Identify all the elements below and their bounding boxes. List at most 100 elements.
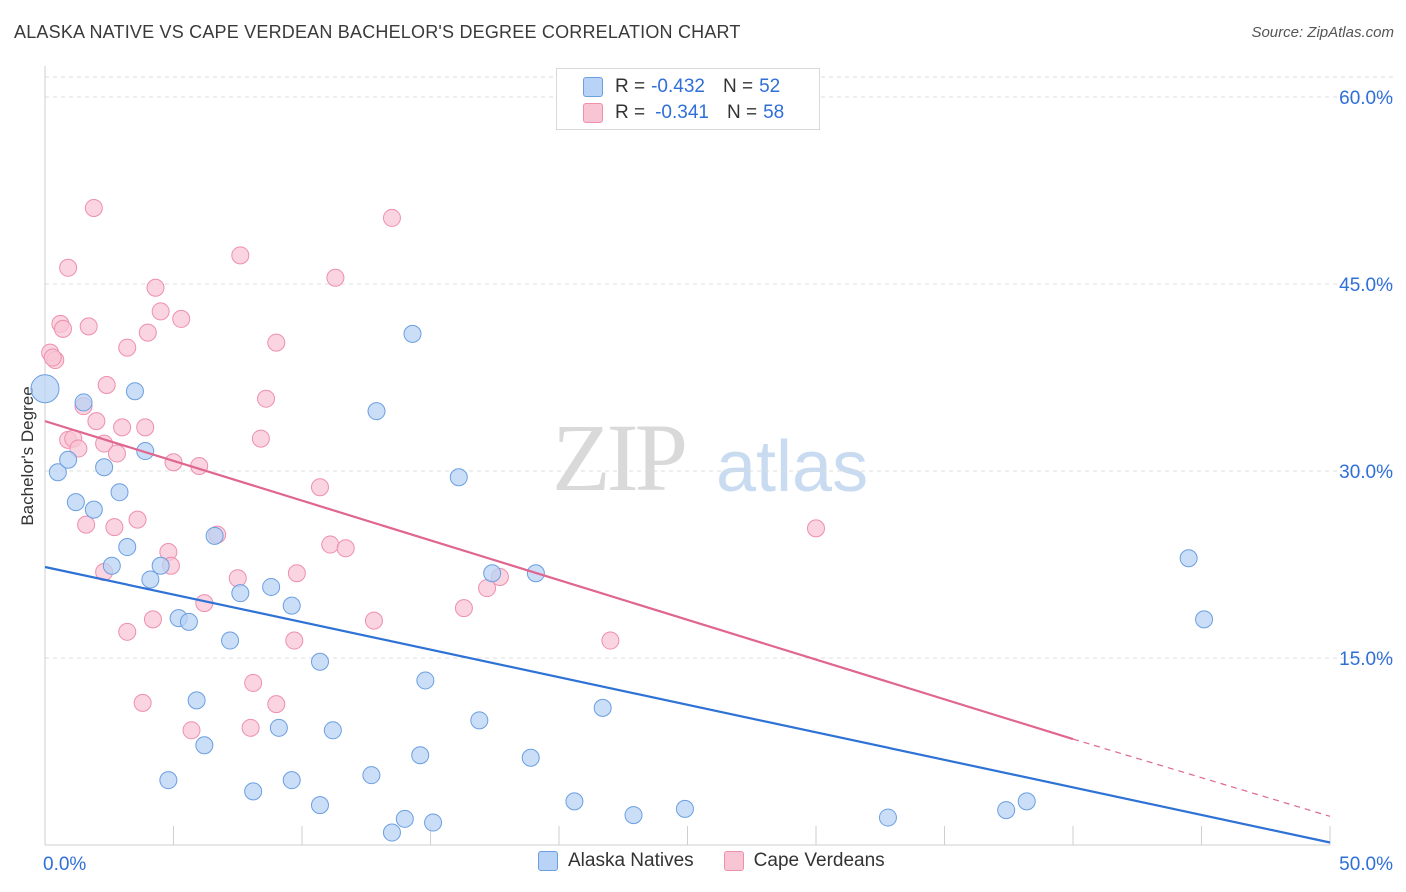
capeverdean-point: [364, 611, 383, 630]
r-value: -0.432: [651, 76, 705, 97]
y-tick-label: 30.0%: [1339, 462, 1393, 483]
capeverdean-point: [382, 208, 401, 227]
capeverdean-point: [53, 319, 72, 338]
capeverdean-swatch: [723, 851, 744, 871]
alaska-point: [395, 809, 414, 828]
alaska-point: [310, 652, 329, 671]
watermark-atlas: atlas: [716, 427, 869, 507]
capeverdean-point: [164, 453, 183, 472]
x-tick-label: 50.0%: [1339, 854, 1393, 875]
capeverdean-point: [136, 418, 155, 437]
x-tick-label: 0.0%: [43, 854, 86, 875]
alaska-point: [675, 799, 694, 818]
alaska-point: [84, 500, 103, 519]
watermark-zip: ZIP: [552, 404, 688, 511]
alaska-point: [282, 596, 301, 615]
alaska-point: [593, 698, 612, 717]
n-value: 58: [763, 102, 785, 123]
alaska-point: [195, 736, 214, 755]
y-tick-label: 15.0%: [1339, 649, 1393, 670]
capeverdean-point: [321, 535, 340, 554]
capeverdean-point: [97, 375, 116, 394]
capeverdean-point: [77, 515, 96, 534]
capeverdean-point: [241, 718, 260, 737]
alaska-point: [997, 801, 1016, 820]
alaska-swatch: [583, 77, 603, 97]
capeverdean-point: [87, 412, 106, 431]
alaska-point: [483, 564, 502, 583]
capeverdean-point: [478, 579, 497, 598]
y-tick-label: 60.0%: [1339, 88, 1393, 109]
alaska-point: [244, 782, 263, 801]
alaska-point: [424, 813, 443, 832]
alaska-point: [470, 711, 489, 730]
capeverdean-point: [133, 693, 152, 712]
capeverdean-point: [59, 258, 78, 277]
alaska-trend-line: [44, 565, 1331, 844]
alaska-point: [362, 766, 381, 785]
legend-row-capeverdean: R = -0.341 N = 58: [583, 102, 784, 124]
alaska-point: [159, 771, 178, 790]
capeverdean-point: [182, 721, 201, 740]
alaska-point: [95, 458, 114, 477]
series-legend: Alaska Natives Cape Verdeans: [538, 850, 915, 872]
alaska-point: [565, 792, 584, 811]
capeverdean-point: [79, 317, 98, 336]
alaska-point: [411, 746, 430, 765]
capeverdean-point: [172, 309, 191, 328]
alaska-point: [878, 808, 897, 827]
alaska-point: [74, 393, 93, 412]
alaska-swatch: [538, 851, 558, 871]
alaska-point: [367, 402, 386, 421]
alaska-point: [282, 771, 301, 790]
capeverdean-point: [69, 439, 88, 458]
n-label: N =: [726, 102, 758, 123]
r-label: R =: [615, 76, 646, 97]
alaska-point: [221, 631, 240, 650]
capeverdean-point: [285, 631, 304, 650]
legend-item-alaska: Alaska Natives: [538, 850, 694, 872]
y-tick-label: 45.0%: [1339, 275, 1393, 296]
alaska-point: [1179, 549, 1198, 568]
capeverdean-point: [43, 348, 62, 367]
alaska-point: [205, 526, 224, 545]
source-label: Source: ZipAtlas.com: [1251, 24, 1394, 41]
capeverdean-point: [118, 622, 137, 641]
alaska-point: [449, 468, 468, 487]
capeverdean-point: [95, 434, 114, 453]
alaska-point: [179, 612, 198, 631]
legend-row-alaska: R = -0.432 N = 52: [583, 76, 780, 98]
capeverdean-point: [84, 198, 103, 217]
alaska-point: [141, 570, 160, 589]
capeverdean-point: [128, 510, 147, 529]
capeverdean-trend-extension: [1072, 738, 1331, 817]
capeverdean-point: [287, 564, 306, 583]
alaska-point: [66, 493, 85, 512]
alaska-point: [269, 718, 288, 737]
chart-title: ALASKA NATIVE VS CAPE VERDEAN BACHELOR'S…: [14, 22, 741, 42]
legend-item-capeverdean: Cape Verdeans: [723, 850, 885, 872]
capeverdean-point: [143, 610, 162, 629]
alaska-point: [151, 556, 170, 575]
n-label: N =: [722, 76, 754, 97]
capeverdean-point: [336, 539, 355, 558]
alaska-point: [110, 483, 129, 502]
capeverdean-point: [105, 518, 124, 537]
alaska-point: [231, 584, 250, 603]
alaska-point: [262, 577, 281, 596]
capeverdean-point: [151, 302, 170, 321]
alaska-point: [310, 796, 329, 815]
n-value: 52: [759, 76, 781, 97]
capeverdean-point: [107, 444, 126, 463]
legend-label: Cape Verdeans: [753, 850, 885, 871]
capeverdean-point: [228, 569, 247, 588]
alaska-point: [416, 671, 435, 690]
alaska-point: [323, 721, 342, 740]
alaska-point: [118, 538, 137, 557]
alaska-point: [102, 556, 121, 575]
capeverdean-point: [118, 338, 137, 357]
capeverdean-point: [244, 673, 263, 692]
alaska-point: [1195, 610, 1214, 629]
alaska-point: [187, 691, 206, 710]
